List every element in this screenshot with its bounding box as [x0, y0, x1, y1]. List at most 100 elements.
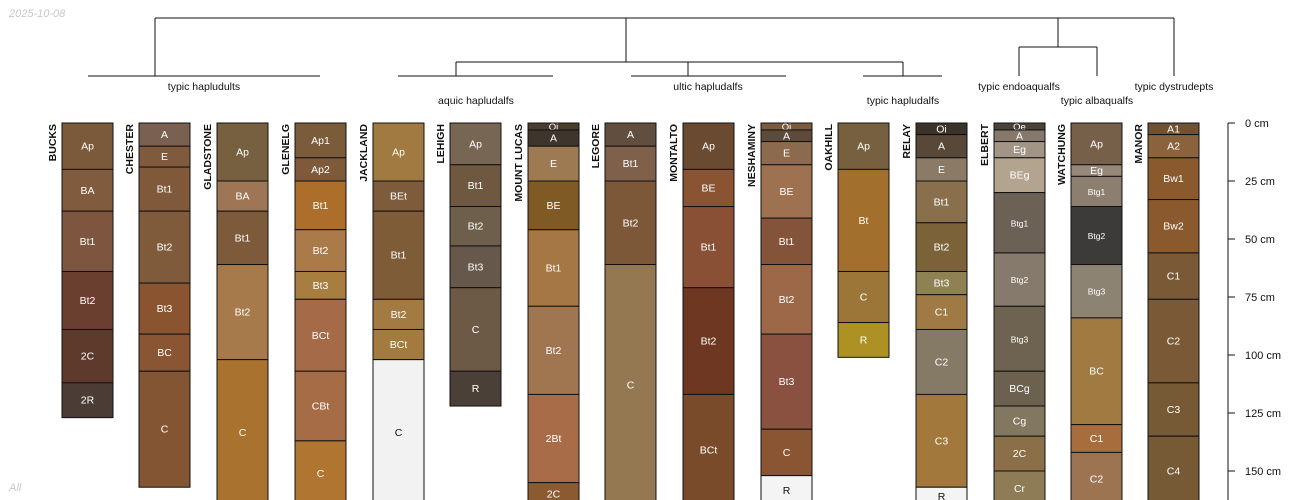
- horizon-block: [216, 264, 269, 361]
- horizon-label: BC: [1089, 366, 1104, 378]
- horizon-label: BE: [779, 186, 793, 198]
- horizon-block: [604, 264, 657, 500]
- horizon-block: [760, 333, 813, 430]
- horizon-label: C: [860, 292, 868, 304]
- horizon-label: C1: [1167, 271, 1181, 283]
- horizon-label: BA: [80, 185, 94, 197]
- horizon-label: Bt2: [934, 242, 950, 254]
- horizon-block: [682, 393, 735, 500]
- profile-name: RELAY: [901, 124, 913, 159]
- horizon-label: Btg2: [1011, 275, 1029, 285]
- horizon-label: C: [239, 427, 247, 439]
- horizon-block: [915, 294, 968, 330]
- horizon-label: E: [938, 164, 945, 176]
- horizon-label: BCt: [312, 330, 330, 342]
- horizon-block: [1147, 157, 1200, 201]
- profile-name: LEGORE: [590, 124, 602, 168]
- horizon-label: Bt: [859, 215, 869, 227]
- horizon-block: [138, 166, 191, 212]
- horizon-label: Bw1: [1163, 173, 1184, 185]
- horizon-block: [449, 122, 502, 166]
- horizon-block: [1147, 435, 1200, 500]
- horizon-label: BE: [546, 200, 560, 212]
- horizon-block: [993, 305, 1046, 372]
- horizon-label: C2: [1167, 336, 1181, 348]
- horizon-block: [993, 192, 1046, 254]
- profile-name: ELBERT: [979, 123, 991, 166]
- horizon-label: Ap: [392, 147, 405, 159]
- depth-tick-label: 75 cm: [1245, 292, 1275, 304]
- horizon-label: A: [627, 129, 634, 141]
- horizon-block: [294, 270, 347, 300]
- horizon-label: Oi: [782, 122, 792, 133]
- horizon-label: Eg: [1090, 165, 1103, 177]
- horizon-block: [294, 298, 347, 372]
- horizon-label: Btg2: [1088, 231, 1106, 241]
- horizon-label: Ap: [81, 141, 94, 153]
- profile-name: CHESTER: [124, 124, 136, 175]
- horizon-label: BCt: [700, 445, 718, 457]
- horizon-block: [527, 180, 580, 231]
- horizon-label: A: [550, 133, 557, 145]
- depth-tick-label: 0 cm: [1245, 118, 1269, 130]
- horizon-label: Btg1: [1088, 187, 1106, 197]
- horizon-label: Bt1: [157, 184, 173, 196]
- horizon-block: [760, 217, 813, 266]
- horizon-block: [294, 229, 347, 272]
- horizon-block: [993, 470, 1046, 500]
- horizon-label: C: [627, 380, 635, 392]
- horizon-block: [1147, 199, 1200, 254]
- horizon-label: Cr: [1014, 483, 1026, 495]
- depth-tick-label: 125 cm: [1245, 408, 1281, 420]
- horizon-label: Ap: [857, 141, 870, 153]
- horizon-label: Ap: [702, 141, 715, 153]
- horizon-label: Bt2: [313, 245, 329, 257]
- horizon-block: [993, 405, 1046, 437]
- horizon-label: C: [161, 424, 169, 436]
- horizon-block: [760, 264, 813, 335]
- profile-name: WATCHUNG: [1056, 124, 1068, 185]
- horizon-label: 2C: [81, 351, 95, 363]
- horizon-label: Bw2: [1163, 221, 1184, 233]
- horizon-label: C: [317, 468, 325, 480]
- horizon-label: Bt2: [391, 309, 407, 321]
- horizon-label: C1: [935, 307, 949, 319]
- horizon-label: C3: [1167, 404, 1181, 416]
- horizon-label: Cg: [1013, 416, 1027, 428]
- horizon-label: A: [1016, 130, 1023, 142]
- horizon-block: [527, 482, 580, 500]
- depth-tick-label: 25 cm: [1245, 176, 1275, 188]
- horizon-label: Oi: [936, 123, 947, 135]
- horizon-label: Bt2: [546, 345, 562, 357]
- group-label: typic hapludalfs: [867, 95, 939, 107]
- horizon-label: BE: [701, 182, 715, 194]
- horizon-block: [1070, 122, 1123, 166]
- horizon-block: [1070, 317, 1123, 426]
- horizon-block: [372, 298, 425, 330]
- horizon-block: [760, 475, 813, 500]
- horizon-block: [837, 322, 890, 358]
- horizon-label: C4: [1167, 466, 1181, 478]
- horizon-block: [138, 333, 191, 372]
- depth-tick-label: 100 cm: [1245, 350, 1281, 362]
- horizon-block: [1147, 252, 1200, 300]
- profile-name: MONTALTO: [668, 124, 680, 182]
- profile-name: NESHAMINY: [746, 124, 758, 187]
- horizon-block: [294, 180, 347, 231]
- horizon-block: [216, 122, 269, 182]
- horizon-label: R: [860, 334, 868, 346]
- horizon-block: [915, 222, 968, 272]
- horizon-label: CBt: [312, 401, 330, 413]
- horizon-label: BEt: [390, 191, 407, 203]
- horizon-label: Bt3: [468, 261, 484, 273]
- group-label: aquic hapludalfs: [438, 95, 514, 107]
- horizon-label: R: [938, 491, 946, 500]
- depth-tick-label: 50 cm: [1245, 234, 1275, 246]
- horizon-label: C: [395, 427, 403, 439]
- horizon-label: E: [161, 151, 168, 163]
- horizon-label: A1: [1167, 123, 1180, 135]
- horizon-block: [1070, 206, 1123, 266]
- horizon-label: R: [783, 485, 791, 497]
- group-label: typic endoaqualfs: [978, 81, 1060, 93]
